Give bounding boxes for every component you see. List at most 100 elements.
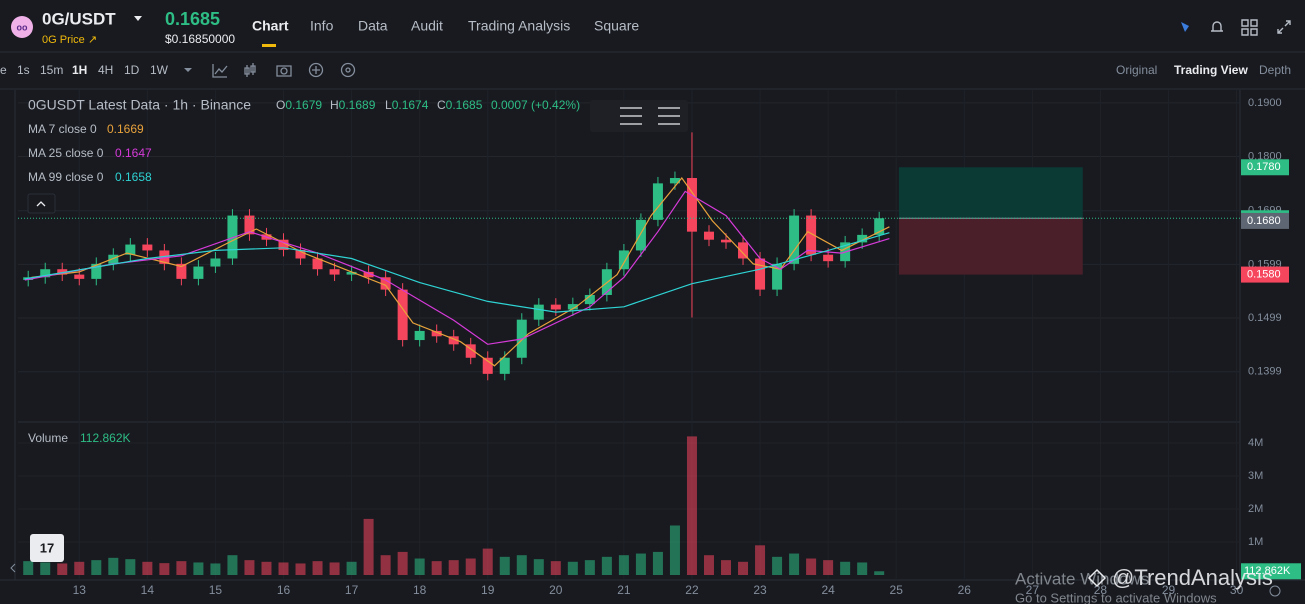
volume-bar: [91, 560, 102, 575]
tab[interactable]: Audit: [411, 18, 443, 34]
volume-bar: [550, 561, 561, 575]
candle-body: [721, 239, 732, 243]
volume-bar: [652, 551, 663, 575]
volume-bar: [840, 561, 851, 575]
volume-bar: [823, 560, 834, 575]
icon-camera[interactable]: [276, 65, 292, 77]
icon-settings[interactable]: [340, 62, 356, 78]
candle-body: [499, 357, 510, 374]
ma-line: [24, 232, 890, 313]
volume-bar: [74, 561, 85, 575]
candle-body: [91, 263, 102, 279]
tab[interactable]: Trading Analysis: [468, 18, 570, 34]
candle-body: [312, 258, 323, 270]
candle-body: [159, 250, 170, 264]
candle-body: [703, 231, 714, 240]
interval[interactable]: 1W: [150, 63, 169, 77]
candle-body: [738, 242, 749, 259]
view-mode[interactable]: Trading View: [1174, 63, 1248, 77]
candle-body: [397, 289, 408, 341]
x-tick-label: 17: [345, 583, 359, 597]
x-tick-label: 21: [617, 583, 631, 597]
volume-bar: [142, 561, 153, 575]
tab[interactable]: Chart: [252, 18, 289, 34]
volume-bar: [244, 560, 255, 575]
x-tick-label: 16: [277, 583, 291, 597]
icon-candles[interactable]: [244, 63, 256, 77]
candle-body: [227, 215, 238, 259]
candle-body: [346, 271, 357, 275]
pair-dropdown[interactable]: [134, 16, 142, 21]
candle-body: [874, 218, 885, 235]
ohlc-label: O: [276, 98, 285, 112]
last-price: 0.1685: [165, 9, 220, 29]
tab[interactable]: Data: [358, 18, 388, 34]
volume-bar: [312, 561, 323, 575]
volume-bar: [584, 560, 595, 575]
candle-body: [584, 294, 595, 305]
interval[interactable]: 1s: [17, 63, 30, 77]
candle-body: [635, 219, 646, 251]
position-target-zone[interactable]: [898, 167, 1083, 219]
icon-layout[interactable]: [1241, 19, 1258, 36]
interval[interactable]: 1D: [124, 63, 140, 77]
volume-bar: [738, 561, 749, 575]
volume-bar: [567, 561, 578, 575]
candle-body: [329, 269, 340, 275]
collapse-arrow: [36, 201, 46, 207]
icon-fullscreen[interactable]: [1277, 20, 1291, 34]
candle-body: [414, 330, 425, 341]
tv-logo: [30, 534, 64, 562]
tab[interactable]: Info: [310, 18, 334, 34]
volume-bar: [193, 562, 204, 575]
interval-more[interactable]: [184, 68, 192, 72]
interval[interactable]: 4H: [98, 63, 113, 77]
candle-body: [755, 258, 766, 290]
interval[interactable]: e: [0, 63, 7, 77]
scroll-left[interactable]: [10, 563, 16, 573]
candle-body: [448, 336, 459, 345]
tab[interactable]: Square: [594, 18, 639, 34]
volume-bar: [669, 525, 680, 575]
candle-body: [823, 254, 834, 262]
view-mode[interactable]: Original: [1116, 63, 1157, 77]
ohlc-item: H0.1689: [330, 98, 376, 112]
tv-logo-text: 17: [40, 540, 54, 555]
interval[interactable]: 15m: [40, 63, 63, 77]
collapse-legend[interactable]: [27, 193, 56, 214]
candle-body: [686, 178, 697, 232]
icon-settings-lines[interactable]: [620, 107, 642, 125]
price-tag-label: 0.1680: [1247, 215, 1281, 227]
volume-bar: [278, 562, 289, 575]
ma-value: 0.1658: [115, 170, 152, 184]
drawing-icons: [620, 107, 680, 125]
icon-bell[interactable]: [1211, 21, 1223, 32]
candle-body: [210, 258, 221, 267]
candle-body: [363, 271, 374, 278]
candle-body: [789, 215, 800, 264]
legend-change: 0.0007 (+0.42%): [491, 98, 580, 112]
icon-indicator[interactable]: [212, 64, 228, 78]
header-icons: [1181, 19, 1291, 36]
x-tick-label: 26: [958, 583, 972, 597]
settings-gear[interactable]: [1269, 585, 1281, 597]
icon-settings-lines[interactable]: [658, 107, 680, 125]
interval[interactable]: 1H: [72, 63, 87, 77]
volume-bar: [874, 571, 885, 575]
price-tag: [1241, 159, 1289, 176]
x-tick-label: 13: [73, 583, 87, 597]
candle-body: [567, 304, 578, 310]
pair-subtitle[interactable]: 0G Price ↗: [42, 34, 97, 46]
candle-body: [652, 183, 663, 220]
legend-ohlc: O0.1679 H0.1689 L0.1674 C0.1685: [276, 98, 483, 112]
icon-add[interactable]: [308, 62, 324, 78]
volume-bar: [499, 556, 510, 575]
ma-value: 0.1669: [107, 122, 144, 136]
candle-body: [380, 277, 391, 290]
pair-name[interactable]: 0G/USDT: [42, 9, 116, 28]
icon-alert[interactable]: [1181, 22, 1189, 32]
position-stop-zone[interactable]: [898, 218, 1083, 275]
candle-body: [74, 274, 85, 279]
candle-body: [193, 266, 204, 279]
view-mode[interactable]: Depth: [1259, 63, 1291, 77]
